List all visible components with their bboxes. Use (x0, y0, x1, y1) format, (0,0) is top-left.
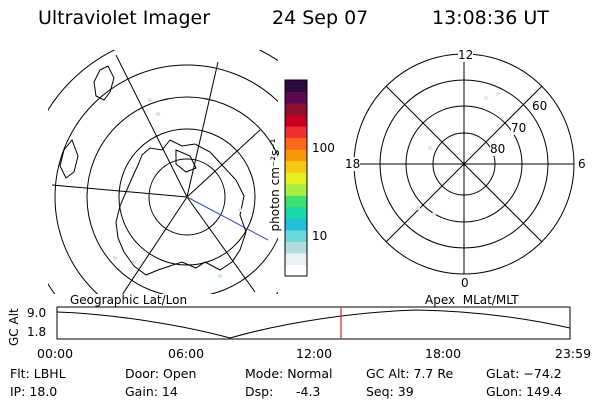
colorbar-band (285, 91, 307, 104)
colorbar-band (285, 241, 307, 254)
lat-circle (54, 64, 278, 294)
gc-alt-status: GC Alt: 7.7 Re (366, 366, 454, 381)
colorbar-band (285, 264, 307, 277)
lat-circle (118, 128, 256, 266)
lat-circle (48, 50, 278, 294)
meridian-line (186, 129, 261, 198)
color-scale-bar (284, 79, 308, 277)
colorbar-tick-10: 10 (312, 229, 328, 243)
time-tick: 06:00 (168, 346, 205, 361)
colorbar-tick-100: 100 (312, 141, 335, 155)
geographic-map (48, 50, 278, 294)
mlt-label-6: 6 (578, 157, 586, 171)
colorbar-band (285, 126, 307, 139)
meridian-line-highlight (186, 196, 269, 241)
meridian-line (122, 196, 188, 294)
altitude-tick-low: 1.8 (27, 325, 47, 339)
geographic-caption: Geographic Lat/Lon (70, 293, 188, 307)
dsp-value: -4.3 (296, 384, 321, 399)
meridian-line (186, 61, 219, 198)
aurora-speckle (113, 98, 242, 278)
ip-status: IP: 18.0 (10, 384, 58, 399)
aurora-speckle (416, 92, 500, 216)
altitude-axis-label: GC Alt (7, 308, 21, 346)
time-tick: 00:00 (37, 346, 74, 361)
colorbar-band (285, 195, 307, 208)
colorbar-unit-label: photon cm⁻²s⁻¹ (268, 138, 282, 232)
glat-status: GLat: −74.2 (486, 366, 562, 381)
coastline-detail (175, 149, 197, 173)
colorbar-band (285, 229, 307, 242)
meridian-line (51, 184, 188, 198)
nz-coastline (93, 65, 115, 101)
lat-circle (86, 96, 278, 294)
altitude-curve (56, 309, 571, 339)
mode-status: Mode: Normal (245, 366, 333, 381)
mlat-label-70: 70 (511, 121, 527, 135)
colorbar-band (285, 103, 307, 116)
mlat-label-80: 80 (490, 142, 506, 156)
time-tick: 23:59 (555, 346, 592, 361)
time-tick: 12:00 (296, 346, 333, 361)
mlt-label-0: 0 (461, 276, 469, 290)
dsp-label: Dsp: (245, 384, 274, 399)
mlt-diagonal (385, 85, 543, 243)
instrument-title: Ultraviolet Imager (38, 7, 211, 29)
gain-status: Gain: 14 (125, 384, 178, 399)
colorbar-band (285, 149, 307, 162)
mlat-label-60: 60 (532, 99, 548, 113)
glon-status: GLon: 149.4 (486, 384, 562, 399)
colorbar-band (285, 80, 307, 93)
meridian-line (115, 54, 188, 198)
date-label: 24 Sep 07 (272, 7, 369, 29)
mlt-label-18: 18 (345, 157, 361, 171)
colorbar-band (285, 172, 307, 185)
filter-status: Flt: LBHL (10, 366, 66, 381)
antarctica-coastline (115, 139, 247, 276)
colorbar-band (285, 218, 307, 231)
altitude-tick-high: 9.0 (27, 306, 47, 320)
mlat-mlt-map (353, 53, 575, 275)
lat-circle (148, 158, 226, 236)
meridian-line (186, 196, 256, 293)
door-status: Door: Open (125, 366, 197, 381)
colorbar-band (285, 183, 307, 196)
colorbar-band (285, 114, 307, 127)
time-tick: 18:00 (425, 346, 462, 361)
colorbar-band (285, 252, 307, 265)
seq-status: Seq: 39 (366, 384, 414, 399)
colorbar-band (285, 137, 307, 150)
mlt-label-12: 12 (458, 48, 474, 62)
time-label: 13:08:36 UT (432, 7, 549, 29)
altitude-plot (56, 306, 571, 340)
australia-coastline (59, 139, 79, 179)
colorbar-band (285, 160, 307, 173)
apex-caption: Apex MLat/MLT (425, 293, 519, 307)
colorbar-band (285, 206, 307, 219)
